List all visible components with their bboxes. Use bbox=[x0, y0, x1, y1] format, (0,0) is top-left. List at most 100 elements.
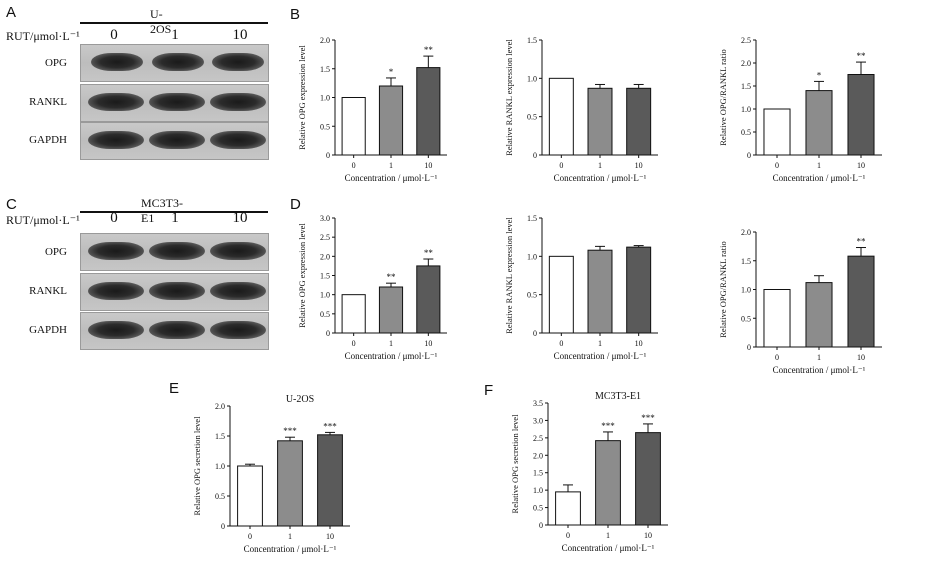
significance-marker: ** bbox=[857, 51, 867, 61]
concentration-label: 1 bbox=[171, 27, 179, 43]
y-tick-label: 0 bbox=[221, 522, 225, 531]
y-tick-label: 1.5 bbox=[215, 432, 225, 441]
x-tick-label: 0 bbox=[352, 339, 356, 348]
x-tick-label: 10 bbox=[635, 339, 643, 348]
blot-band bbox=[149, 282, 205, 300]
bar bbox=[635, 432, 661, 526]
significance-marker: ** bbox=[424, 45, 434, 55]
x-tick-label: 1 bbox=[817, 161, 821, 170]
significance-marker: ** bbox=[424, 248, 434, 258]
y-tick-label: 3.5 bbox=[533, 399, 543, 408]
y-tick-label: 2.0 bbox=[741, 59, 751, 68]
y-axis-label: Relative RANKL expression level bbox=[504, 39, 514, 156]
bar bbox=[378, 85, 404, 156]
panel-label-d: D bbox=[290, 196, 301, 213]
chart-title: U-2OS bbox=[286, 394, 314, 405]
y-tick-label: 1.0 bbox=[320, 94, 330, 103]
bar bbox=[587, 249, 613, 334]
y-tick-label: 1.0 bbox=[741, 286, 751, 295]
blot-band bbox=[88, 242, 144, 260]
y-tick-label: 1.5 bbox=[527, 214, 537, 223]
x-tick-label: 1 bbox=[389, 339, 393, 348]
x-tick-label: 1 bbox=[288, 532, 292, 541]
x-tick-label: 0 bbox=[566, 531, 570, 540]
x-tick-label: 0 bbox=[559, 339, 563, 348]
panel-label-a: A bbox=[6, 4, 17, 21]
y-tick-label: 0 bbox=[326, 151, 330, 160]
bar bbox=[341, 294, 366, 334]
y-tick-label: 2.5 bbox=[741, 36, 751, 45]
chart-b-opg-expression: 0 0.5 1.0 1.5 2.0 Relative OPG expression lev… bbox=[297, 36, 447, 183]
y-tick-label: 0 bbox=[747, 151, 751, 160]
x-tick-label: 1 bbox=[598, 339, 602, 348]
bar bbox=[416, 67, 441, 156]
blot-band bbox=[88, 93, 144, 111]
blot-band bbox=[212, 53, 264, 71]
x-tick-label: 10 bbox=[635, 161, 643, 170]
blot-band bbox=[149, 131, 205, 149]
y-tick-label: 2.0 bbox=[533, 451, 543, 460]
blot-cell-line-title: MC3T3-E1 bbox=[141, 196, 183, 225]
x-tick-label: 10 bbox=[424, 339, 432, 348]
x-tick-label: 1 bbox=[606, 531, 610, 540]
y-tick-label: 2.0 bbox=[215, 402, 225, 411]
blot-header-rule bbox=[80, 211, 268, 213]
blot-row-label: OPG bbox=[44, 57, 67, 69]
bar bbox=[317, 434, 343, 527]
blot-band bbox=[88, 282, 144, 300]
chart-d-opg-expression: 0 0.5 1.0 1.5 2.0 2.5 3.0 Relative OPG expressi… bbox=[297, 214, 447, 361]
x-tick-label: 10 bbox=[857, 353, 865, 362]
x-axis-label: Concentration / μmol·L⁻¹ bbox=[773, 173, 866, 183]
chart-b-rankl-expression: 0 0.5 1.0 1.5 Relative RANKL expression leve… bbox=[504, 36, 658, 183]
y-tick-label: 1.5 bbox=[320, 65, 330, 74]
blot-band bbox=[210, 93, 266, 111]
x-axis-label: Concentration / μmol·L⁻¹ bbox=[244, 544, 337, 554]
y-tick-label: 1.5 bbox=[741, 257, 751, 266]
x-axis-label: Concentration / μmol·L⁻¹ bbox=[773, 365, 866, 375]
bar bbox=[587, 87, 613, 156]
y-tick-label: 3.0 bbox=[320, 214, 330, 223]
blot-band bbox=[91, 53, 143, 71]
bar bbox=[763, 108, 791, 156]
significance-marker: *** bbox=[323, 421, 337, 431]
concentration-label: 0 bbox=[110, 210, 118, 226]
y-tick-label: 0.5 bbox=[741, 314, 751, 323]
blot-row-label: OPG bbox=[44, 246, 67, 258]
x-tick-label: 0 bbox=[352, 161, 356, 170]
y-tick-label: 1.0 bbox=[215, 462, 225, 471]
y-tick-label: 1.0 bbox=[533, 486, 543, 495]
bar bbox=[595, 440, 621, 526]
significance-marker: *** bbox=[283, 426, 297, 436]
bar bbox=[626, 87, 652, 156]
x-axis-label: Concentration / μmol·L⁻¹ bbox=[554, 173, 647, 183]
treatment-label: RUT/μmol·L⁻¹ bbox=[6, 213, 80, 227]
blot-band bbox=[88, 321, 144, 339]
x-axis-label: Concentration / μmol·L⁻¹ bbox=[554, 351, 647, 361]
significance-marker: ** bbox=[387, 272, 397, 282]
panel-label-c: C bbox=[6, 196, 17, 213]
y-tick-label: 0.5 bbox=[741, 128, 751, 137]
blot-band bbox=[210, 131, 266, 149]
blot-band bbox=[210, 242, 266, 260]
x-tick-label: 0 bbox=[559, 161, 563, 170]
y-tick-label: 2.5 bbox=[320, 233, 330, 242]
y-tick-label: 1.0 bbox=[320, 291, 330, 300]
y-tick-label: 2.0 bbox=[741, 228, 751, 237]
panel-label-b: B bbox=[290, 6, 301, 23]
x-tick-label: 10 bbox=[644, 531, 652, 540]
blot-band bbox=[88, 131, 144, 149]
bar bbox=[277, 440, 303, 527]
y-tick-label: 1.0 bbox=[741, 105, 751, 114]
blot-header-rule bbox=[80, 22, 268, 24]
bar bbox=[847, 255, 875, 348]
y-tick-label: 2.0 bbox=[320, 36, 330, 45]
blot-row-label: GAPDH bbox=[29, 324, 67, 336]
y-axis-label: Relative OPG secretion level bbox=[192, 416, 202, 516]
blot-row-label: RANKL bbox=[29, 285, 67, 297]
blot-cell-line-title: U-2OS bbox=[150, 7, 172, 36]
bar bbox=[626, 246, 652, 334]
panel-label-f: F bbox=[484, 382, 494, 399]
y-axis-label: Relative OPG secretion level bbox=[510, 414, 520, 514]
blot-band bbox=[149, 321, 205, 339]
y-tick-label: 2.5 bbox=[533, 434, 543, 443]
